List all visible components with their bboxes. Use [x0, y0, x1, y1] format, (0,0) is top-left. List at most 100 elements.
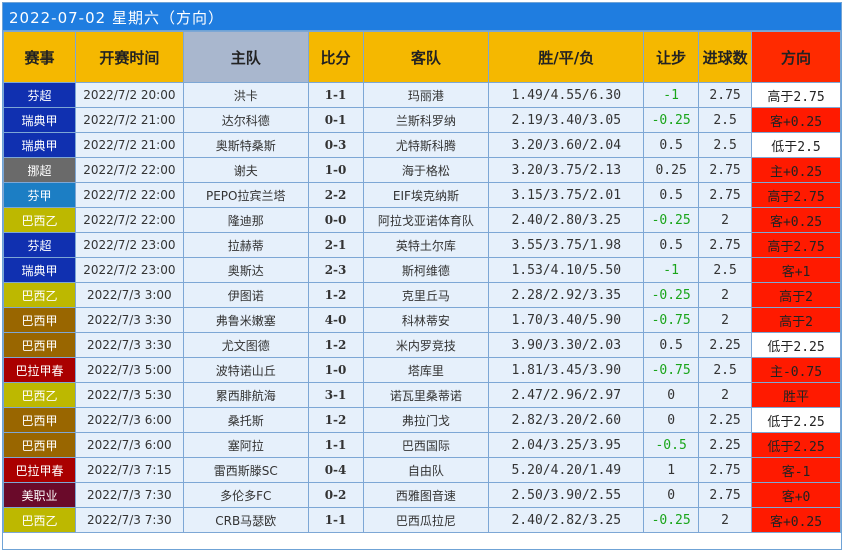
table-row: 巴西乙 2022/7/3 3:00 伊图诺 1-2 克里丘马 2.28/2.92/3.35…	[3, 282, 841, 308]
score-cell: 1-0	[307, 357, 364, 383]
time-cell: 2022/7/3 5:30	[74, 382, 184, 408]
away-team-cell: 西雅图音速	[362, 482, 490, 508]
away-team-cell: 海于格松	[362, 157, 490, 183]
time-cell: 2022/7/3 3:30	[74, 307, 184, 333]
handicap-cell: 0.5	[643, 132, 700, 158]
odds-cell: 1.49/4.55/6.30	[488, 82, 645, 108]
direction-cell: 高于2.75	[751, 232, 841, 258]
home-team-cell: 波特诺山丘	[182, 357, 309, 383]
league-cell: 芬甲	[3, 182, 76, 208]
header-home: 主队	[182, 31, 309, 83]
away-team-cell: 巴西国际	[362, 432, 490, 458]
handicap-cell: -0.5	[643, 432, 700, 458]
goals-cell: 2.75	[698, 157, 753, 183]
league-cell: 瑞典甲	[3, 107, 76, 133]
time-cell: 2022/7/3 7:30	[74, 507, 184, 533]
score-cell: 2-2	[307, 182, 364, 208]
home-team-cell: PEPO拉宾兰塔	[182, 182, 309, 208]
odds-cell: 1.70/3.40/5.90	[488, 307, 645, 333]
odds-cell: 3.20/3.60/2.04	[488, 132, 645, 158]
table-row: 芬超 2022/7/2 23:00 拉赫蒂 2-1 英特土尔库 3.55/3.75/1.9…	[3, 232, 841, 258]
direction-cell: 低于2.25	[751, 332, 841, 358]
league-cell: 巴西乙	[3, 382, 76, 408]
score-cell: 4-0	[307, 307, 364, 333]
home-team-cell: 谢夫	[182, 157, 309, 183]
time-cell: 2022/7/3 6:00	[74, 407, 184, 433]
direction-cell: 客+0.25	[751, 207, 841, 233]
table-row: 巴西乙 2022/7/2 22:00 隆迪那 0-0 阿拉戈亚诺体育队 2.40/2.80…	[3, 207, 841, 233]
header-row: 赛事 开赛时间 主队 比分 客队 胜/平/负 让步 进球数 方向	[3, 31, 841, 83]
handicap-cell: 0	[643, 407, 700, 433]
home-team-cell: 达尔科德	[182, 107, 309, 133]
score-cell: 2-3	[307, 257, 364, 283]
odds-cell: 3.90/3.30/2.03	[488, 332, 645, 358]
time-cell: 2022/7/3 5:00	[74, 357, 184, 383]
home-team-cell: 弗鲁米嫩塞	[182, 307, 309, 333]
odds-cell: 3.20/3.75/2.13	[488, 157, 645, 183]
away-team-cell: 英特土尔库	[362, 232, 490, 258]
home-team-cell: 隆迪那	[182, 207, 309, 233]
away-team-cell: 克里丘马	[362, 282, 490, 308]
league-cell: 巴西乙	[3, 207, 76, 233]
time-cell: 2022/7/3 7:15	[74, 457, 184, 483]
page-title: 2022-07-02 星期六（方向）	[9, 9, 224, 27]
goals-cell: 2.5	[698, 132, 753, 158]
direction-cell: 主-0.75	[751, 357, 841, 383]
odds-cell: 2.40/2.82/3.25	[488, 507, 645, 533]
league-cell: 巴西甲	[3, 432, 76, 458]
header-handicap: 让步	[643, 31, 700, 83]
league-cell: 美职业	[3, 482, 76, 508]
handicap-cell: 0.25	[643, 157, 700, 183]
odds-cell: 2.50/3.90/2.55	[488, 482, 645, 508]
direction-cell: 低于2.5	[751, 132, 841, 158]
handicap-cell: -0.25	[643, 107, 700, 133]
direction-cell: 高于2.75	[751, 182, 841, 208]
away-team-cell: 自由队	[362, 457, 490, 483]
direction-cell: 主+0.25	[751, 157, 841, 183]
table-row: 巴拉甲春 2022/7/3 5:00 波特诺山丘 1-0 塔库里 1.81/3.45/3.…	[3, 357, 841, 383]
direction-cell: 客+0.25	[751, 507, 841, 533]
handicap-cell: 0	[643, 382, 700, 408]
time-cell: 2022/7/2 23:00	[74, 232, 184, 258]
table-row: 芬超 2022/7/2 20:00 洪卡 1-1 玛丽港 1.49/4.55/6.30 -1…	[3, 82, 841, 108]
time-cell: 2022/7/3 3:30	[74, 332, 184, 358]
title-bar: 2022-07-02 星期六（方向）	[3, 3, 841, 31]
league-cell: 巴西甲	[3, 307, 76, 333]
table-row: 巴西甲 2022/7/3 3:30 弗鲁米嫩塞 4-0 科林蒂安 1.70/3.40/5.…	[3, 307, 841, 333]
score-cell: 3-1	[307, 382, 364, 408]
time-cell: 2022/7/2 23:00	[74, 257, 184, 283]
odds-cell: 2.19/3.40/3.05	[488, 107, 645, 133]
home-team-cell: 伊图诺	[182, 282, 309, 308]
header-score: 比分	[307, 31, 364, 83]
handicap-cell: -1	[643, 82, 700, 108]
table-row: 巴西甲 2022/7/3 6:00 桑托斯 1-2 弗拉门戈 2.82/3.20/2.60…	[3, 407, 841, 433]
home-team-cell: 桑托斯	[182, 407, 309, 433]
score-cell: 1-1	[307, 82, 364, 108]
away-team-cell: 米内罗竞技	[362, 332, 490, 358]
handicap-cell: 0.5	[643, 182, 700, 208]
home-team-cell: 累西腓航海	[182, 382, 309, 408]
goals-cell: 2.75	[698, 182, 753, 208]
home-team-cell: CRB马瑟欧	[182, 507, 309, 533]
goals-cell: 2.75	[698, 457, 753, 483]
direction-cell: 高于2	[751, 307, 841, 333]
goals-cell: 2.75	[698, 482, 753, 508]
time-cell: 2022/7/3 7:30	[74, 482, 184, 508]
score-cell: 0-0	[307, 207, 364, 233]
time-cell: 2022/7/3 3:00	[74, 282, 184, 308]
goals-cell: 2.25	[698, 407, 753, 433]
header-odds: 胜/平/负	[488, 31, 645, 83]
handicap-cell: 0.5	[643, 232, 700, 258]
away-team-cell: 诺瓦里桑蒂诺	[362, 382, 490, 408]
handicap-cell: -0.25	[643, 207, 700, 233]
direction-cell: 高于2	[751, 282, 841, 308]
league-cell: 挪超	[3, 157, 76, 183]
odds-cell: 1.53/4.10/5.50	[488, 257, 645, 283]
direction-cell: 高于2.75	[751, 82, 841, 108]
time-cell: 2022/7/2 21:00	[74, 132, 184, 158]
table-row: 瑞典甲 2022/7/2 21:00 达尔科德 0-1 兰斯科罗纳 2.19/3.40/3…	[3, 107, 841, 133]
home-team-cell: 雷西斯滕SC	[182, 457, 309, 483]
handicap-cell: -0.25	[643, 507, 700, 533]
score-cell: 1-2	[307, 407, 364, 433]
